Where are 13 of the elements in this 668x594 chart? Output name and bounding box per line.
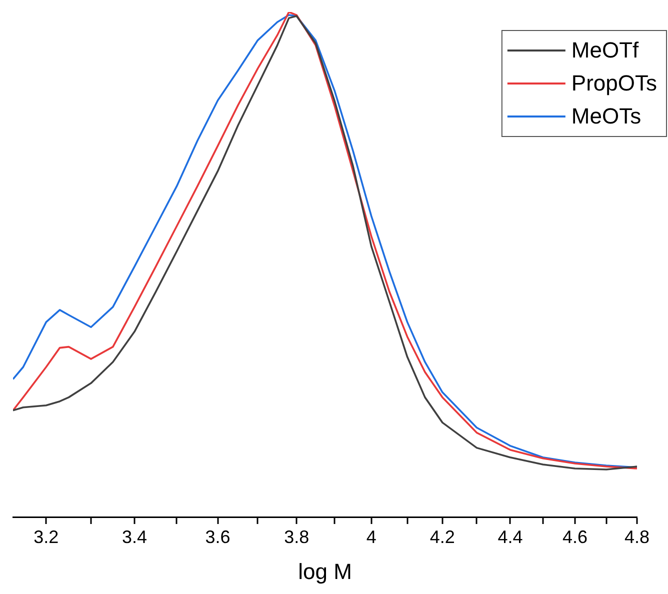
- x-tick-label: 4.4: [498, 526, 523, 547]
- x-tick-label: 3.4: [122, 526, 148, 547]
- x-tick-label: 4.2: [430, 526, 455, 547]
- legend-label: PropOTs: [571, 70, 658, 96]
- legend-label: MeOTs: [571, 104, 642, 129]
- x-axis-title: log M: [298, 558, 352, 584]
- x-tick-label: 4: [366, 526, 376, 547]
- x-tick-label: 3.8: [284, 526, 310, 547]
- x-tick-label: 3.2: [34, 526, 59, 547]
- x-tick-label: 4.6: [562, 526, 588, 547]
- legend-label: MeOTf: [571, 38, 640, 63]
- x-tick-label: 4.8: [624, 526, 650, 547]
- x-tick-label: 3.6: [205, 526, 230, 547]
